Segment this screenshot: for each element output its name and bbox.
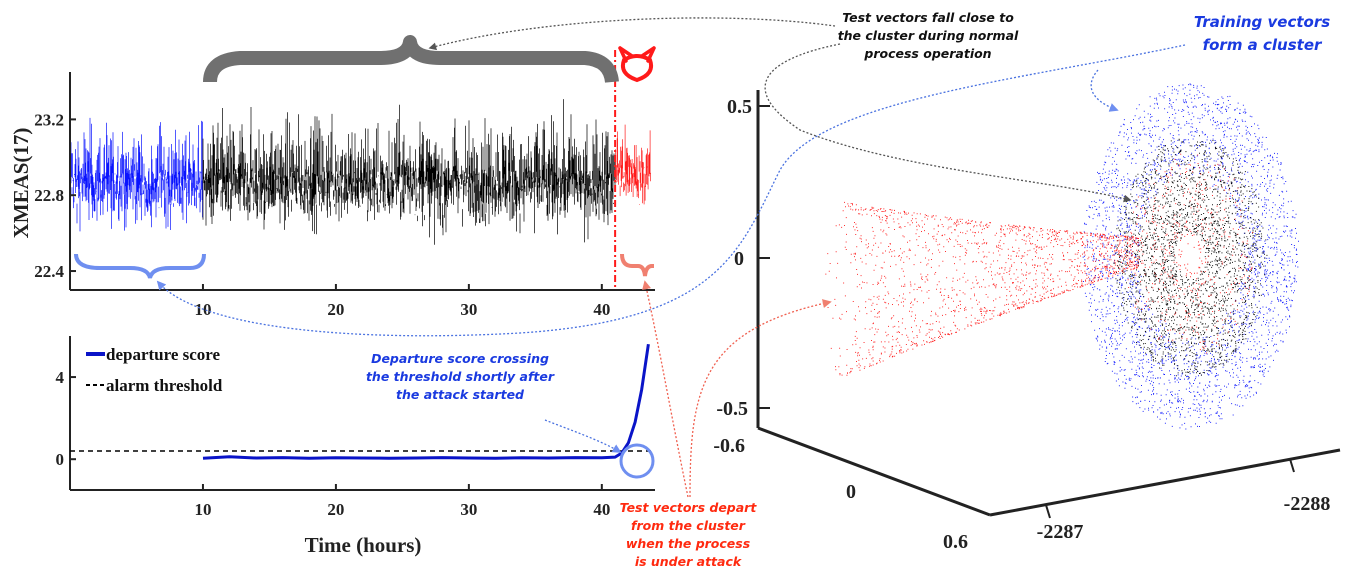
- annotation-line: Test vectors depart: [620, 500, 758, 515]
- annotation-line: process operation: [863, 46, 991, 61]
- timeseries-y-label: XMEAS(17): [9, 128, 33, 239]
- x-tick-label: 20: [327, 300, 344, 319]
- y-tick-label: 0: [56, 450, 65, 469]
- timeseries-marks: [69, 99, 651, 245]
- depart-brace-arrow: [642, 280, 689, 498]
- annotation-line: Departure score crossing: [371, 351, 549, 366]
- x-tick-label: 40: [593, 500, 610, 519]
- scatter3d-width-ticks: -2287 -2288: [1037, 458, 1331, 543]
- z-tick-label: -0.5: [716, 398, 748, 420]
- score-marks: [70, 343, 655, 460]
- test-attack-cone-points: [825, 201, 1144, 376]
- annotation-line: the attack started: [396, 387, 525, 402]
- normal-brace-arrow: [428, 17, 836, 51]
- width-tick-mark: [1045, 504, 1051, 519]
- threshold-crossing-circle: [619, 443, 655, 479]
- x-tick-label: 30: [460, 500, 477, 519]
- crossing-arrow: [544, 419, 622, 453]
- crossing-annotation: Departure score crossing the threshold s…: [366, 351, 555, 402]
- test-normal-points: [1113, 135, 1268, 378]
- depth-tick-label: -0.6: [713, 435, 745, 457]
- departure-score-line: [202, 343, 650, 460]
- annotation-line: from the cluster: [631, 518, 746, 533]
- annotation-line: when the process: [626, 536, 750, 551]
- annotation-line: is under attack: [635, 554, 742, 569]
- scatter3d-width-axis: [989, 448, 1341, 517]
- series-normal: [202, 99, 616, 245]
- annotation-line: the cluster during normal: [838, 28, 1019, 43]
- x-tick-label: 40: [593, 300, 610, 319]
- attacker-cat-icon: [618, 46, 656, 83]
- score-legend: departure score alarm threshold: [86, 345, 223, 395]
- test-close-arrow: [764, 43, 1132, 203]
- x-tick-label: 20: [327, 500, 344, 519]
- attack-period-brace: [620, 253, 654, 277]
- z-tick-label: 0: [734, 248, 744, 270]
- annotation-line: the threshold shortly after: [366, 369, 555, 384]
- score-ticks: 10 20 30 40 0 4: [56, 368, 611, 519]
- scatter3d-depth-ticks: -0.6 0 0.6: [713, 435, 968, 553]
- series-attack: [614, 124, 651, 205]
- z-tick-label: 0.5: [727, 96, 752, 118]
- y-tick-label: 22.4: [34, 262, 64, 281]
- training-period-brace: [74, 253, 206, 279]
- training-points: [1082, 83, 1299, 430]
- width-tick-label: -2287: [1037, 521, 1084, 543]
- scatter3d-z-ticks: 0.5 0 -0.5: [716, 96, 770, 420]
- departure-score-chart: 10 20 30 40 0 4 departure score alarm thresho…: [56, 336, 655, 557]
- legend-departure-label: departure score: [106, 345, 221, 364]
- test-close-annotation: Test vectors fall close to the cluster d…: [838, 10, 1019, 61]
- annotation-line: Training vectors: [1194, 13, 1330, 31]
- depth-tick-label: 0: [846, 481, 856, 503]
- depart-cluster-arrow: [689, 299, 832, 498]
- scatter3d-chart: 0.5 0 -0.5 -0.6 0 0.6 -2287 -2288: [713, 83, 1341, 553]
- test-attack-core-points: [1124, 153, 1254, 354]
- y-tick-label: 22.8: [34, 186, 64, 205]
- y-tick-label: 23.2: [34, 110, 64, 129]
- width-tick-label: -2288: [1284, 493, 1331, 515]
- training-cluster-arrow: [1090, 69, 1119, 112]
- x-tick-label: 30: [460, 300, 477, 319]
- depth-tick-label: 0.6: [943, 531, 968, 553]
- scatter3d-depth-axis: [757, 426, 991, 517]
- series-training: [69, 117, 203, 232]
- x-tick-label: 10: [194, 500, 211, 519]
- score-x-label: Time (hours): [305, 533, 422, 557]
- y-tick-label: 4: [56, 368, 65, 387]
- normal-operation-brace: [203, 35, 619, 84]
- legend-threshold-label: alarm threshold: [106, 376, 223, 395]
- annotation-line: Test vectors fall close to: [842, 10, 1014, 25]
- annotation-line: form a cluster: [1203, 36, 1323, 54]
- training-annotation: Training vectors form a cluster: [1194, 13, 1330, 54]
- scatter3d-points: [825, 83, 1299, 430]
- depart-annotation: Test vectors depart from the cluster whe…: [620, 500, 758, 569]
- width-tick-mark: [1289, 458, 1295, 473]
